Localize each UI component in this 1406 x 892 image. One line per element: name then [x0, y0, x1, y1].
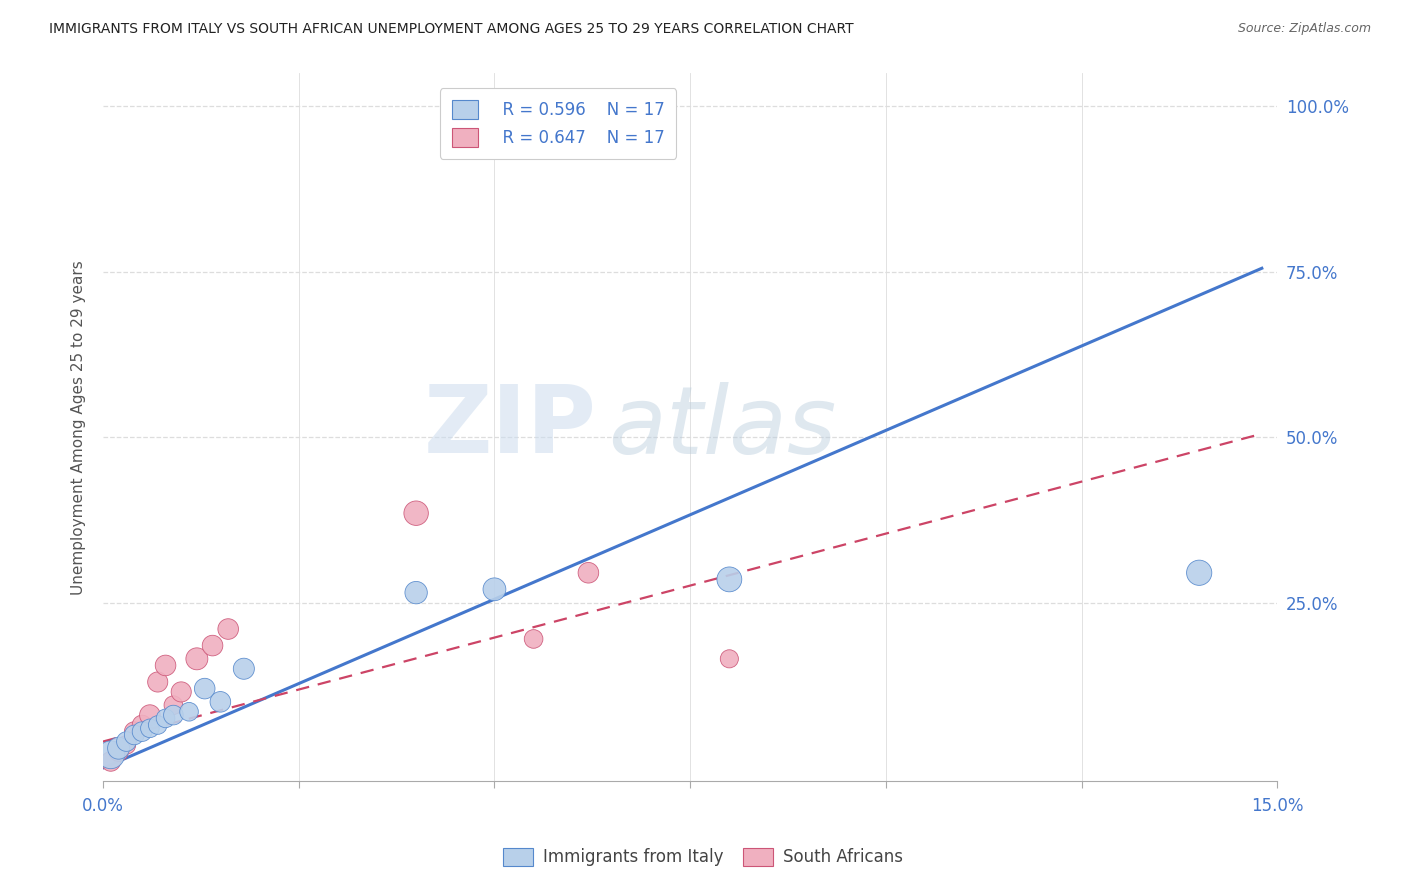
Point — [107, 741, 129, 756]
Point — [186, 652, 208, 666]
Point — [122, 728, 145, 742]
Point — [155, 658, 177, 673]
Point — [561, 136, 583, 150]
Point — [1188, 566, 1211, 580]
Point — [576, 566, 599, 580]
Point — [162, 708, 184, 723]
Point — [115, 738, 138, 752]
Text: Source: ZipAtlas.com: Source: ZipAtlas.com — [1237, 22, 1371, 36]
Point — [523, 632, 546, 646]
Point — [146, 675, 169, 690]
Point — [405, 506, 427, 520]
Text: ZIP: ZIP — [423, 381, 596, 473]
Point — [209, 695, 232, 709]
Point — [139, 708, 162, 723]
Point — [139, 722, 162, 736]
Legend: Immigrants from Italy, South Africans: Immigrants from Italy, South Africans — [496, 841, 910, 873]
Point — [405, 585, 427, 599]
Point — [146, 718, 169, 732]
Point — [115, 734, 138, 748]
Point — [100, 747, 122, 762]
Point — [122, 724, 145, 739]
Point — [100, 755, 122, 769]
Point — [162, 698, 184, 713]
Point — [217, 622, 239, 636]
Point — [718, 573, 741, 587]
Point — [107, 744, 129, 758]
Point — [194, 681, 217, 696]
Point — [201, 639, 224, 653]
Point — [232, 662, 254, 676]
Legend:   R = 0.596    N = 17,   R = 0.647    N = 17: R = 0.596 N = 17, R = 0.647 N = 17 — [440, 88, 676, 159]
Text: IMMIGRANTS FROM ITALY VS SOUTH AFRICAN UNEMPLOYMENT AMONG AGES 25 TO 29 YEARS CO: IMMIGRANTS FROM ITALY VS SOUTH AFRICAN U… — [49, 22, 853, 37]
Text: atlas: atlas — [607, 382, 837, 473]
Point — [718, 652, 741, 666]
Point — [593, 126, 616, 140]
Point — [170, 685, 193, 699]
Point — [131, 724, 153, 739]
Point — [155, 711, 177, 725]
Y-axis label: Unemployment Among Ages 25 to 29 years: Unemployment Among Ages 25 to 29 years — [72, 260, 86, 594]
Point — [484, 582, 506, 597]
Point — [131, 718, 153, 732]
Point — [177, 705, 200, 719]
